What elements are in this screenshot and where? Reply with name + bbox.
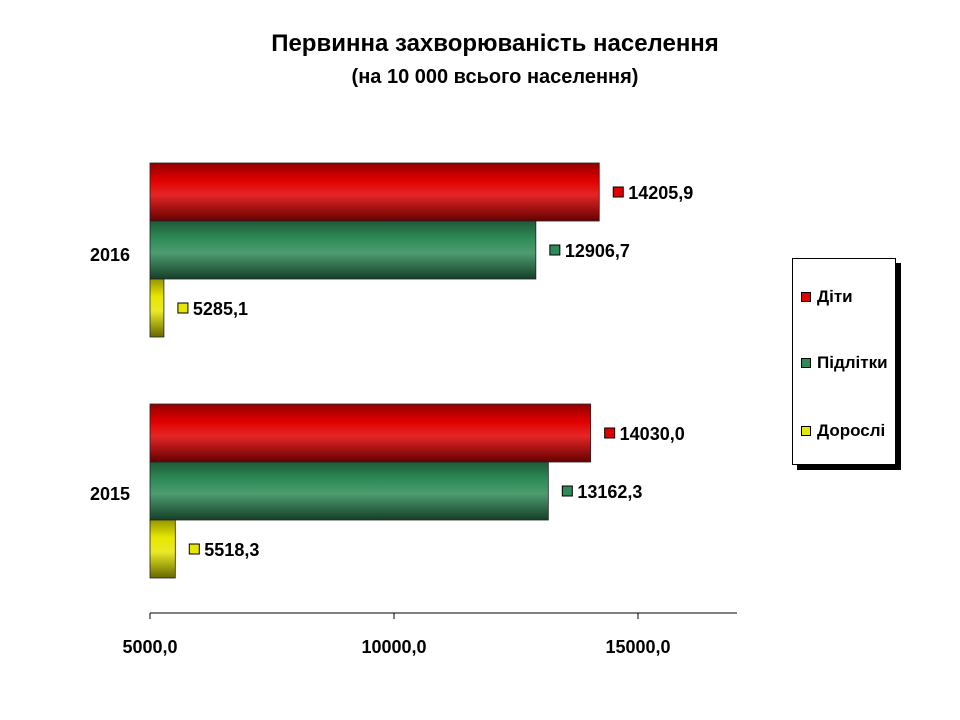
x-tick-label: 15000,0 bbox=[605, 637, 670, 657]
data-label-swatch bbox=[604, 427, 616, 439]
legend-label: Діти bbox=[817, 287, 853, 306]
data-label: 12906,7 bbox=[565, 241, 630, 261]
legend-swatch bbox=[801, 292, 811, 302]
bar-2015-0 bbox=[149, 403, 592, 463]
data-label-swatch bbox=[177, 302, 189, 314]
bar-2016-0 bbox=[149, 162, 600, 222]
bar-2016-1 bbox=[149, 220, 537, 280]
legend-swatch bbox=[801, 358, 811, 368]
data-label: 5518,3 bbox=[204, 540, 259, 560]
legend: Діти Підлітки Дорослі bbox=[792, 258, 896, 465]
data-label: 5285,1 bbox=[193, 299, 248, 319]
chart-title: Первинна захворюваність населення bbox=[271, 30, 719, 57]
data-label-swatch bbox=[561, 485, 573, 497]
data-label-swatch bbox=[612, 186, 624, 198]
bar-2015-2 bbox=[149, 519, 176, 579]
bar-2016-2 bbox=[149, 278, 165, 338]
data-label-swatch bbox=[188, 543, 200, 555]
data-label-swatch bbox=[549, 244, 561, 256]
bar-2015-1 bbox=[149, 461, 549, 521]
legend-label: Підлітки bbox=[817, 353, 888, 372]
legend-item-2: Дорослі bbox=[801, 421, 885, 441]
data-label: 14205,9 bbox=[628, 183, 693, 203]
x-tick-label: 10000,0 bbox=[361, 637, 426, 657]
legend-item-0: Діти bbox=[801, 287, 853, 307]
data-label: 13162,3 bbox=[577, 482, 642, 502]
x-tick-label: 5000,0 bbox=[122, 637, 177, 657]
category-label: 2015 bbox=[90, 484, 130, 504]
legend-label: Дорослі bbox=[817, 421, 886, 440]
category-label: 2016 bbox=[90, 245, 130, 265]
data-label: 14030,0 bbox=[620, 424, 685, 444]
legend-swatch bbox=[801, 426, 811, 436]
chart-subtitle: (на 10 000 всього населення) bbox=[351, 66, 639, 88]
legend-item-1: Підлітки bbox=[801, 353, 888, 373]
